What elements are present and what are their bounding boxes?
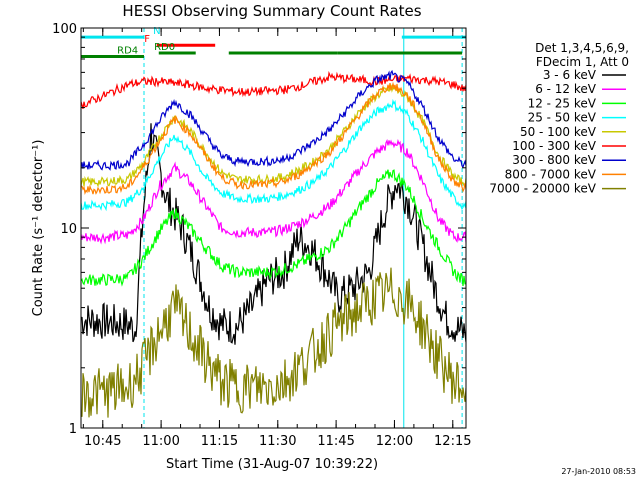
x-tick-label-1: 11:00 xyxy=(142,434,179,449)
legend-header-0: Det 1,3,4,5,6,9, xyxy=(535,41,629,55)
chart-title: HESSI Observing Summary Count Rates xyxy=(122,2,421,20)
series-line-3 xyxy=(81,98,466,212)
y-axis-label: Count Rate (s⁻¹ detector⁻¹) xyxy=(31,140,46,317)
x-axis-label: Start Time (31-Aug-07 10:39:22) xyxy=(166,457,378,472)
y-tick-label-0: 1 xyxy=(69,422,77,437)
series-line-1 xyxy=(81,138,466,245)
x-tick-label-4: 11:45 xyxy=(317,434,354,449)
legend-label-1: 6 - 12 keV xyxy=(535,82,597,96)
flag-label-1: N xyxy=(153,26,160,37)
x-tick-label-5: 12:00 xyxy=(376,434,413,449)
legend-label-7: 800 - 7000 keV xyxy=(505,167,597,181)
series-line-0 xyxy=(81,123,466,345)
flag-label-3: RD0 xyxy=(154,42,175,53)
legend-label-0: 3 - 6 keV xyxy=(543,68,597,82)
series-line-2 xyxy=(81,169,466,287)
series-line-8 xyxy=(81,267,466,418)
x-tick-label-0: 10:45 xyxy=(84,434,121,449)
x-tick-label-6: 12:15 xyxy=(434,434,471,449)
x-tick-label-2: 11:15 xyxy=(201,434,238,449)
axes: 1 10 100 10:45 11:00 11:15 11:30 11:45 12:00 12:1… xyxy=(52,22,471,449)
plot-area: NF RD0 RD4 xyxy=(81,26,466,428)
legend-label-2: 12 - 25 keV xyxy=(528,96,597,110)
legend-label-6: 300 - 800 keV xyxy=(512,153,596,167)
legend-header-1: FDecim 1, Att 0 xyxy=(536,55,629,69)
y-tick-label-2: 100 xyxy=(52,22,77,37)
series-line-6 xyxy=(81,69,466,171)
flag-label-4: RD4 xyxy=(117,46,138,57)
y-tick-label-1: 10 xyxy=(60,222,77,237)
series-line-7 xyxy=(81,81,466,195)
legend-label-4: 50 - 100 keV xyxy=(520,125,597,139)
x-tick-label-3: 11:30 xyxy=(259,434,296,449)
footer-timestamp: 27-Jan-2010 08:53 xyxy=(561,467,636,476)
legend-label-3: 25 - 50 keV xyxy=(528,111,597,125)
series-line-5 xyxy=(81,70,466,109)
flag-label-2: F xyxy=(144,34,150,45)
legend-label-8: 7000 - 20000 keV xyxy=(489,182,596,196)
legend-label-5: 100 - 300 keV xyxy=(512,139,596,153)
legend: Det 1,3,4,5,6,9,FDecim 1, Att 03 - 6 keV… xyxy=(489,41,629,196)
